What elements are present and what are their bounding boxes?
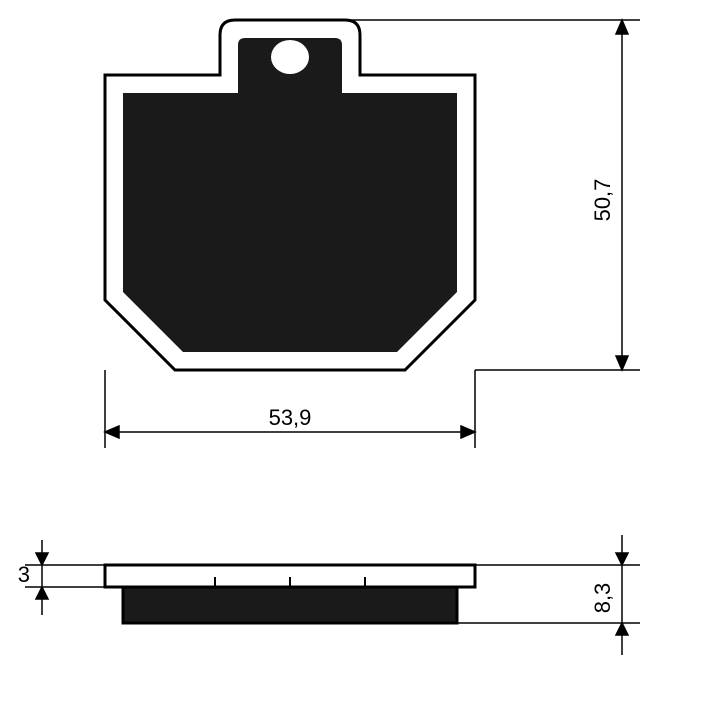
mounting-hole [271,40,309,74]
friction-pad [123,587,457,623]
technical-drawing: 50,7 53,9 [0,0,724,724]
dimension-total-thickness-label: 8,3 [590,583,615,614]
side-view: 3 8,3 [18,535,640,655]
dimension-height-label: 50,7 [590,179,615,222]
dimension-plate-thickness [25,540,105,615]
dimension-width-label: 53,9 [269,405,312,430]
dimension-plate-thickness-label: 3 [18,562,30,587]
front-view: 50,7 53,9 [105,20,640,448]
